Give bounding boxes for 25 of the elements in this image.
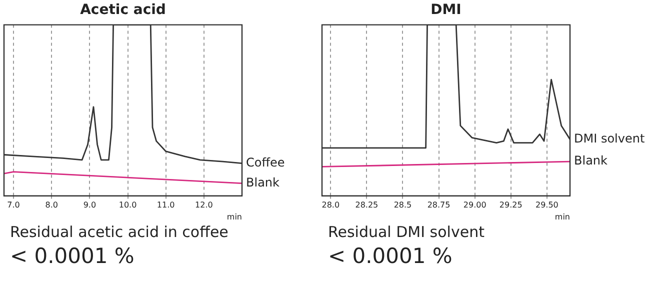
x-tick-label: 9.0 — [83, 200, 96, 210]
text: Residual DMI solvent — [328, 222, 486, 242]
x-tick-label: 11.0 — [156, 200, 175, 210]
x-tick-label: 12.0 — [195, 200, 213, 210]
x-tick-label: 28.5 — [394, 200, 412, 210]
x-tick-label: 8.0 — [45, 200, 58, 210]
series-label: Blank — [246, 175, 280, 190]
x-axis-title: min — [554, 212, 570, 222]
chart-title: DMI — [430, 2, 462, 18]
x-tick-label: 28.75 — [427, 200, 450, 210]
x-tick-label: 28.25 — [355, 200, 378, 210]
text: Residual acetic acid in coffee — [10, 223, 228, 241]
series-label: DMI solvent — [574, 131, 645, 146]
x-axis-title: min — [226, 212, 242, 222]
series-label: Coffee — [246, 155, 285, 170]
x-tick-label: 29.50 — [535, 200, 558, 210]
text: < 0.0001 % — [10, 244, 134, 268]
x-tick-label: 29.25 — [499, 200, 522, 210]
series-label: Blank — [574, 154, 608, 168]
x-tick-label: 7.0 — [7, 200, 20, 210]
chart-title: Acetic acid — [80, 2, 166, 18]
x-tick-label: 28.0 — [322, 200, 340, 210]
x-tick-label: 29.00 — [463, 200, 486, 210]
x-tick-label: 10.0 — [118, 200, 137, 210]
text: < 0.0001 % — [328, 243, 454, 270]
